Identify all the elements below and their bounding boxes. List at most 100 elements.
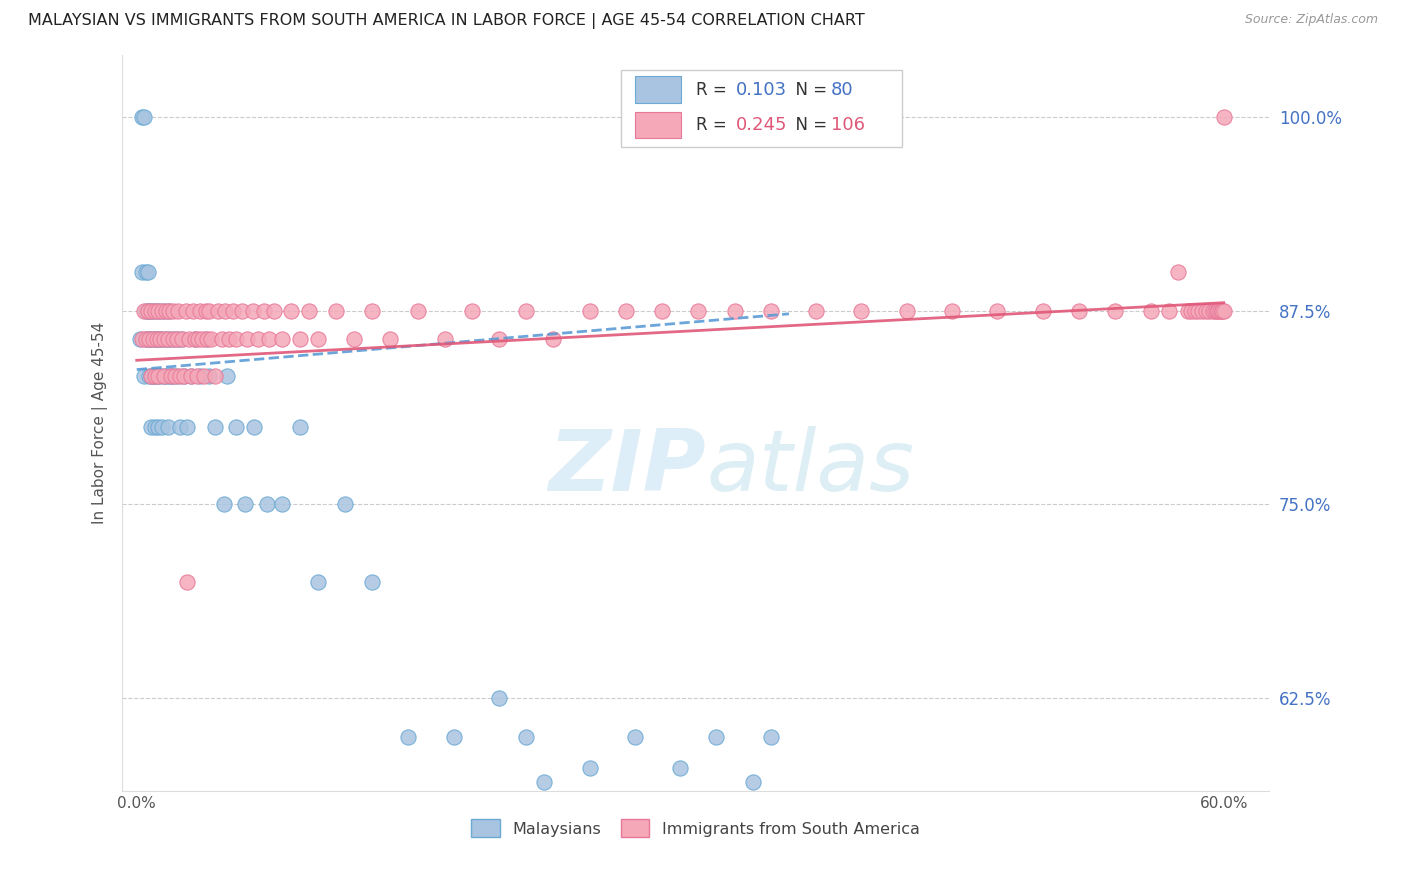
- Point: [191, 332, 214, 346]
- Point: [1159, 303, 1181, 318]
- Point: [167, 303, 190, 318]
- Point: [242, 303, 264, 318]
- Point: [247, 332, 270, 346]
- Point: [986, 303, 1008, 318]
- Point: [236, 332, 259, 346]
- Point: [270, 332, 292, 346]
- Point: [160, 368, 183, 383]
- Point: [204, 420, 226, 434]
- Point: [143, 332, 166, 346]
- Point: [136, 303, 159, 318]
- Point: [131, 332, 153, 346]
- Point: [1198, 303, 1220, 318]
- Point: [361, 303, 384, 318]
- Point: [578, 303, 600, 318]
- Point: [1180, 303, 1202, 318]
- Point: [231, 303, 253, 318]
- Point: [136, 332, 159, 346]
- Point: [169, 420, 191, 434]
- Point: [243, 420, 266, 434]
- Point: [200, 332, 222, 346]
- Point: [131, 265, 153, 279]
- Point: [804, 303, 827, 318]
- Point: [194, 303, 217, 318]
- Point: [211, 332, 233, 346]
- Point: [148, 420, 170, 434]
- Point: [145, 303, 167, 318]
- Point: [688, 303, 710, 318]
- Point: [143, 368, 166, 383]
- Point: [1212, 303, 1234, 318]
- Point: [145, 332, 167, 346]
- Point: [142, 368, 165, 383]
- Point: [148, 332, 170, 346]
- Point: [198, 368, 221, 383]
- Text: MALAYSIAN VS IMMIGRANTS FROM SOUTH AMERICA IN LABOR FORCE | AGE 45-54 CORRELATIO: MALAYSIAN VS IMMIGRANTS FROM SOUTH AMERI…: [28, 13, 865, 29]
- Point: [132, 110, 155, 124]
- Bar: [636, 112, 681, 138]
- Point: [333, 497, 356, 511]
- Point: [141, 368, 163, 383]
- Point: [183, 332, 205, 346]
- Point: [195, 332, 218, 346]
- Point: [156, 420, 179, 434]
- Point: [461, 303, 484, 318]
- Point: [138, 332, 160, 346]
- Point: [759, 730, 782, 744]
- Point: [142, 332, 165, 346]
- Point: [188, 368, 211, 383]
- Point: [1140, 303, 1163, 318]
- Point: [157, 303, 180, 318]
- Text: N =: N =: [785, 80, 832, 99]
- Point: [129, 332, 152, 346]
- Point: [170, 332, 193, 346]
- Point: [166, 332, 188, 346]
- Point: [160, 368, 183, 383]
- Point: [156, 332, 179, 346]
- Legend: Malaysians, Immigrants from South America: Malaysians, Immigrants from South Americ…: [463, 811, 928, 846]
- Point: [180, 368, 202, 383]
- Text: R =: R =: [696, 80, 731, 99]
- Point: [148, 368, 170, 383]
- Point: [135, 332, 157, 346]
- Point: [173, 368, 195, 383]
- Point: [488, 332, 510, 346]
- Point: [131, 110, 153, 124]
- Point: [257, 332, 280, 346]
- Point: [135, 332, 157, 346]
- Point: [162, 332, 184, 346]
- Point: [361, 574, 384, 589]
- Point: [149, 303, 172, 318]
- Point: [406, 303, 429, 318]
- Text: N =: N =: [785, 116, 832, 134]
- Point: [141, 368, 163, 383]
- Point: [155, 332, 177, 346]
- Point: [138, 368, 160, 383]
- Point: [212, 497, 235, 511]
- Point: [218, 332, 240, 346]
- Point: [150, 332, 173, 346]
- Point: [433, 332, 456, 346]
- Point: [157, 368, 180, 383]
- Point: [614, 303, 637, 318]
- Text: Source: ZipAtlas.com: Source: ZipAtlas.com: [1244, 13, 1378, 27]
- Point: [170, 332, 193, 346]
- Point: [135, 265, 157, 279]
- Point: [181, 303, 204, 318]
- Point: [149, 368, 172, 383]
- Point: [141, 303, 163, 318]
- Point: [214, 303, 236, 318]
- Point: [173, 368, 195, 383]
- Point: [180, 368, 202, 383]
- Point: [1205, 303, 1227, 318]
- Point: [263, 303, 285, 318]
- Point: [325, 303, 347, 318]
- Point: [398, 730, 420, 744]
- Point: [141, 332, 163, 346]
- Point: [1202, 303, 1225, 318]
- Point: [156, 332, 179, 346]
- Point: [150, 303, 173, 318]
- Point: [1104, 303, 1126, 318]
- Point: [851, 303, 873, 318]
- Point: [288, 332, 311, 346]
